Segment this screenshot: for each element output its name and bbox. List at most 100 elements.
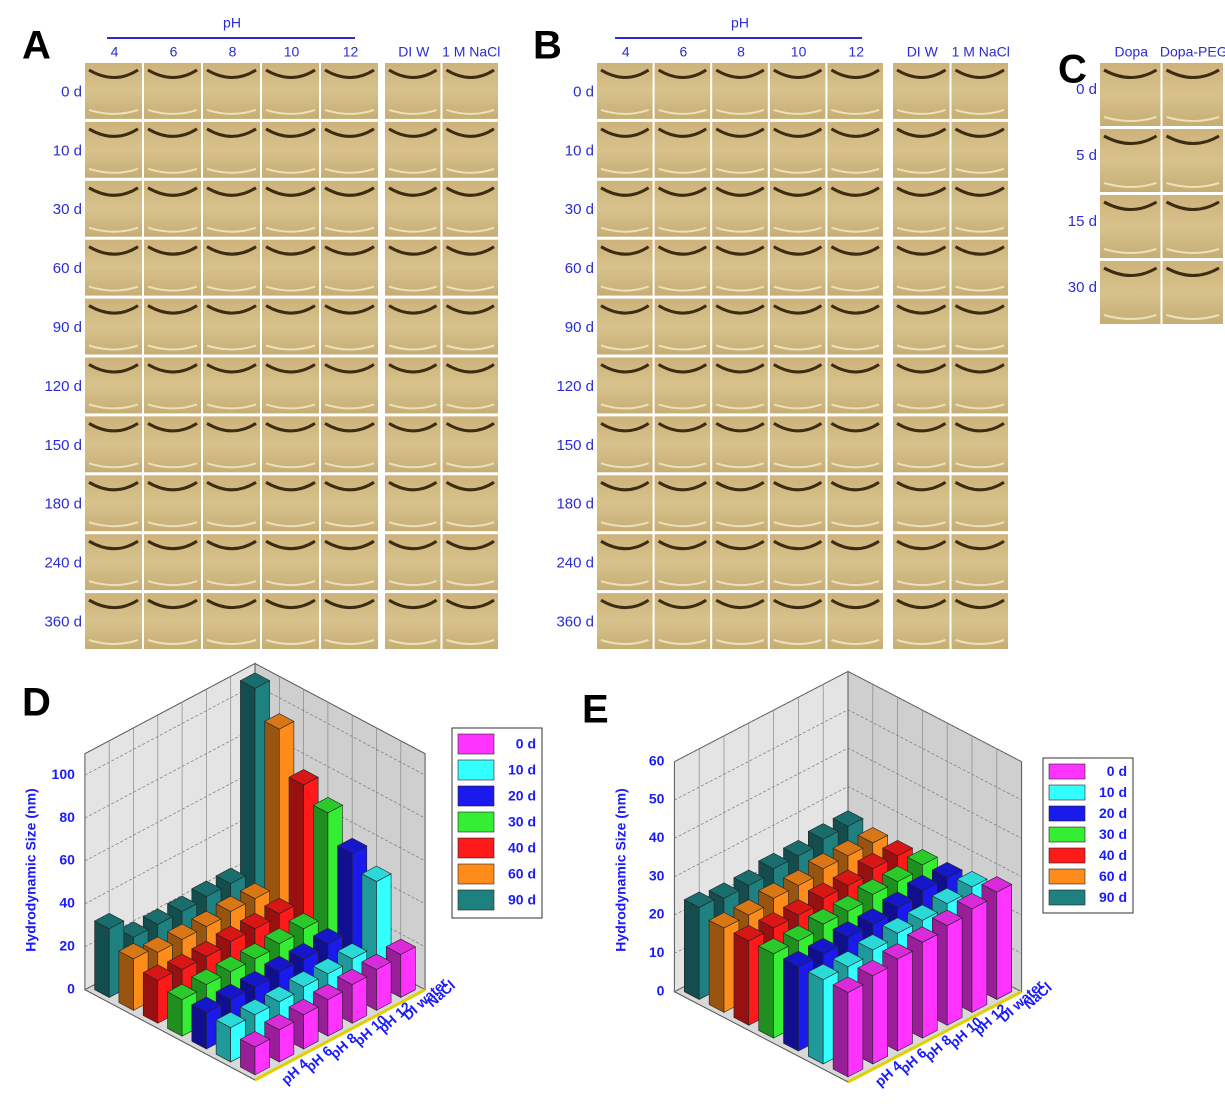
column-label: 4 <box>111 44 119 60</box>
vial-photo <box>893 122 950 178</box>
vial-photo <box>144 534 201 590</box>
row-label: 90 d <box>565 319 594 336</box>
bar <box>833 977 863 1077</box>
column-label: DI W <box>907 44 939 60</box>
legend-label: 90 d <box>508 892 536 908</box>
vial-photo <box>144 181 201 237</box>
vial-photo <box>770 181 826 237</box>
row-label: 150 d <box>44 437 82 454</box>
vial-photo <box>443 593 499 649</box>
vial-photo <box>321 593 378 649</box>
row-label: 5 d <box>1076 147 1097 164</box>
vial-photo <box>597 593 653 649</box>
vial-photo <box>893 475 950 531</box>
vial-photo <box>262 534 319 590</box>
vial-photo <box>770 63 826 119</box>
y-tick-label: 80 <box>59 809 75 825</box>
vial-photo <box>321 240 378 296</box>
vial-photo <box>1100 129 1161 192</box>
vial-photo <box>144 63 201 119</box>
y-tick-label: 0 <box>657 982 665 998</box>
vial-photo <box>952 181 1009 237</box>
vial-photo <box>385 416 441 472</box>
vial-photo <box>1163 261 1224 324</box>
vial-photo <box>770 593 826 649</box>
legend-swatch <box>1049 827 1085 842</box>
vial-photo <box>144 475 201 531</box>
y-tick-label: 40 <box>649 829 665 845</box>
bar-side <box>734 933 749 1025</box>
legend-label: 30 d <box>508 814 536 830</box>
vial-photo <box>655 534 711 590</box>
vial-photo <box>85 181 142 237</box>
vial-photo <box>893 416 950 472</box>
legend-swatch <box>1049 806 1085 821</box>
row-label: 10 d <box>53 142 82 159</box>
vial-photo <box>443 358 499 414</box>
vial-photo <box>827 240 883 296</box>
vial-photo <box>827 534 883 590</box>
vial-photo <box>385 63 441 119</box>
vial-photo <box>597 181 653 237</box>
vial-photo <box>952 416 1009 472</box>
vial-photo <box>655 181 711 237</box>
legend-swatch <box>1049 848 1085 863</box>
vial-photo <box>893 593 950 649</box>
panel-letter: A <box>22 24 51 68</box>
bar-front <box>401 947 416 998</box>
vial-photo <box>85 534 142 590</box>
legend-swatch <box>1049 764 1085 779</box>
vial-photo <box>1100 63 1161 126</box>
column-label: DI W <box>398 44 430 60</box>
vial-photo <box>85 358 142 414</box>
vial-photo <box>712 593 768 649</box>
vial-photo <box>827 416 883 472</box>
vial-photo <box>321 358 378 414</box>
vial-photo <box>385 475 441 531</box>
row-label: 180 d <box>556 496 594 513</box>
vial-photo <box>262 475 319 531</box>
bar-front <box>848 985 863 1077</box>
column-label: 6 <box>170 44 178 60</box>
legend-label: 40 d <box>508 840 536 856</box>
vial-photo <box>952 122 1009 178</box>
vial-photo <box>597 475 653 531</box>
vial-photo <box>952 358 1009 414</box>
row-label: 360 d <box>556 614 594 631</box>
y-tick-label: 10 <box>649 944 665 960</box>
legend-label: 10 d <box>508 762 536 778</box>
vial-photo <box>443 240 499 296</box>
vial-photo <box>827 122 883 178</box>
vial-photo <box>712 181 768 237</box>
y-tick-label: 100 <box>52 766 76 782</box>
vial-photo <box>203 63 260 119</box>
x-tick-label: NaCl <box>1020 979 1054 1012</box>
legend-swatch <box>458 890 494 910</box>
vial-photo <box>385 358 441 414</box>
vial-photo <box>770 475 826 531</box>
vial-photo <box>262 122 319 178</box>
vial-photo <box>827 475 883 531</box>
legend-label: 20 d <box>1099 805 1127 821</box>
vial-photo <box>85 299 142 355</box>
legend-label: 0 d <box>516 736 536 752</box>
column-label: 12 <box>343 44 359 60</box>
vial-photo <box>203 593 260 649</box>
y-tick-label: 20 <box>649 906 665 922</box>
vial-photo <box>385 122 441 178</box>
vial-photo <box>85 240 142 296</box>
bar-side <box>709 920 724 1012</box>
row-label: 360 d <box>44 614 82 631</box>
vial-photo <box>144 358 201 414</box>
vial-photo <box>203 416 260 472</box>
vial-photo <box>203 240 260 296</box>
vial-photo <box>321 299 378 355</box>
panel-letter: B <box>533 24 562 68</box>
column-label: Dopa <box>1115 44 1149 60</box>
vial-photo <box>203 299 260 355</box>
vial-photo <box>952 299 1009 355</box>
legend-label: 40 d <box>1099 847 1127 863</box>
vial-photo <box>144 122 201 178</box>
row-label: 30 d <box>565 201 594 218</box>
row-label: 0 d <box>573 83 594 100</box>
